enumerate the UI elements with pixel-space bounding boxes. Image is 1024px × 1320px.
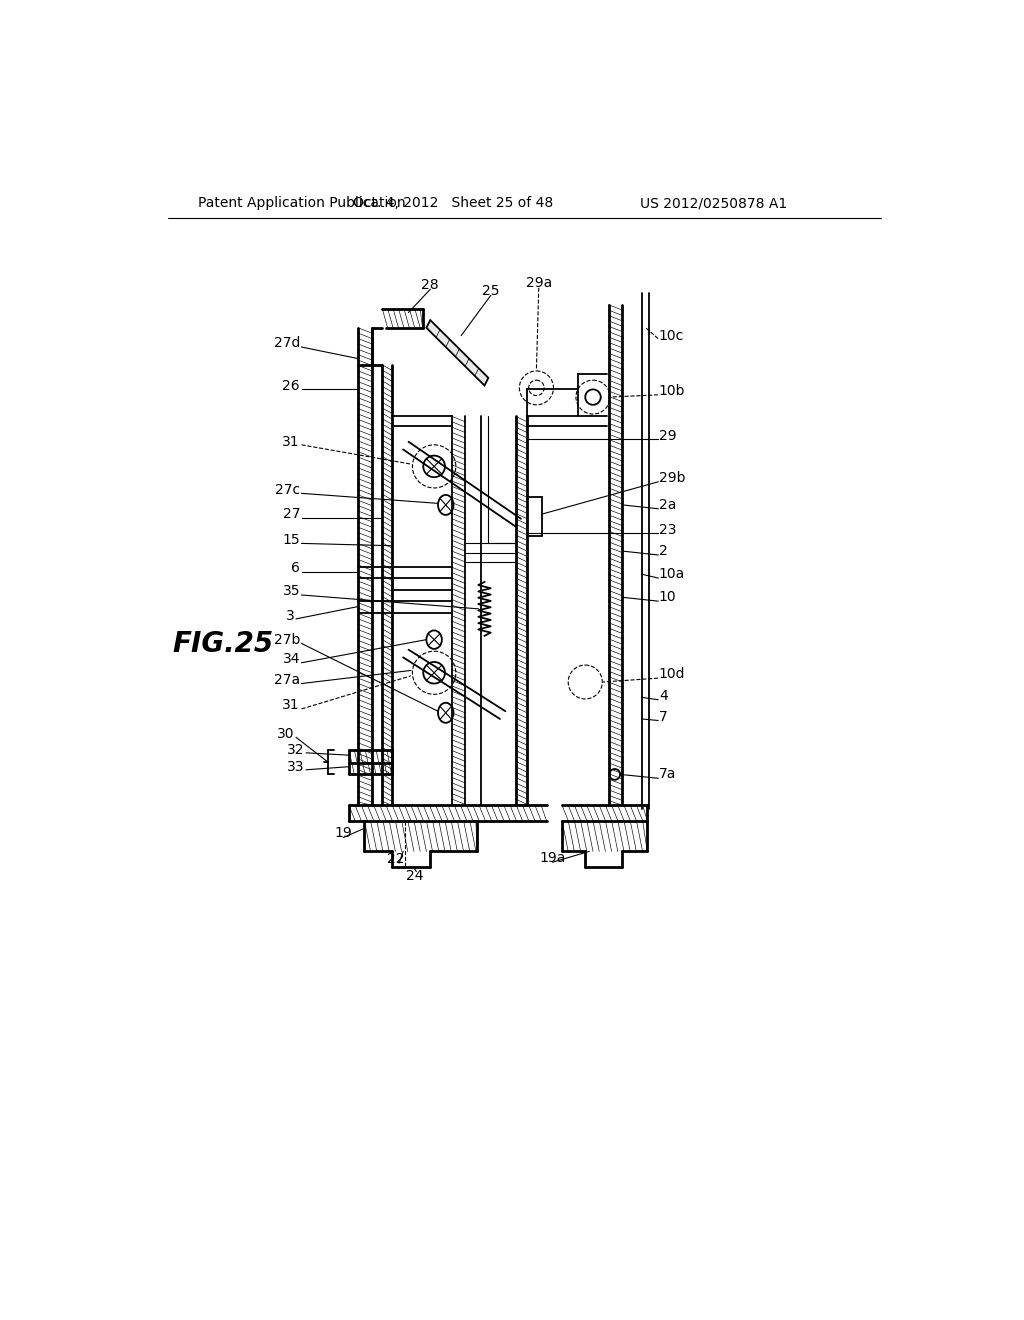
Circle shape — [423, 455, 445, 478]
Text: 22: 22 — [387, 853, 404, 866]
Text: 31: 31 — [283, 434, 300, 449]
Ellipse shape — [438, 495, 454, 515]
Text: 35: 35 — [283, 585, 300, 598]
Circle shape — [609, 770, 621, 780]
Text: 27b: 27b — [273, 632, 300, 647]
Text: 30: 30 — [278, 727, 295, 742]
Text: 10b: 10b — [658, 384, 685, 397]
Text: 3: 3 — [286, 609, 295, 623]
Text: 27d: 27d — [273, 337, 300, 350]
Text: 10a: 10a — [658, 568, 685, 581]
Text: 4: 4 — [658, 689, 668, 702]
Text: US 2012/0250878 A1: US 2012/0250878 A1 — [640, 197, 786, 210]
Circle shape — [423, 663, 445, 684]
Text: 15: 15 — [283, 532, 300, 546]
Ellipse shape — [426, 631, 442, 649]
Text: 2a: 2a — [658, 498, 676, 512]
Text: 27c: 27c — [274, 483, 300, 496]
Text: 25: 25 — [482, 284, 500, 298]
Text: 24: 24 — [406, 869, 424, 883]
Text: 32: 32 — [287, 743, 305, 756]
Text: Patent Application Publication: Patent Application Publication — [198, 197, 406, 210]
Text: 6: 6 — [291, 561, 300, 576]
Text: 10c: 10c — [658, 329, 684, 342]
Polygon shape — [426, 321, 488, 385]
Circle shape — [586, 389, 601, 405]
Text: FIG.25: FIG.25 — [172, 630, 273, 657]
Text: 7: 7 — [658, 710, 668, 723]
Text: 33: 33 — [287, 760, 305, 774]
Text: 10: 10 — [658, 590, 677, 605]
Text: 29b: 29b — [658, 471, 685, 484]
Text: Oct. 4, 2012   Sheet 25 of 48: Oct. 4, 2012 Sheet 25 of 48 — [353, 197, 554, 210]
Text: 34: 34 — [283, 652, 300, 665]
Text: 31: 31 — [283, 698, 300, 711]
Text: 19a: 19a — [540, 850, 566, 865]
Text: 29: 29 — [658, 429, 677, 442]
Text: 27a: 27a — [274, 673, 300, 688]
Text: 10d: 10d — [658, 668, 685, 681]
Ellipse shape — [438, 702, 454, 723]
Text: 2: 2 — [658, 544, 668, 558]
Text: 19: 19 — [335, 826, 352, 840]
Text: 27: 27 — [283, 507, 300, 521]
Text: 29a: 29a — [525, 276, 552, 290]
Text: 26: 26 — [283, 379, 300, 392]
Text: 7a: 7a — [658, 767, 676, 781]
Text: 28: 28 — [422, 279, 439, 293]
Text: 23: 23 — [658, 523, 677, 536]
